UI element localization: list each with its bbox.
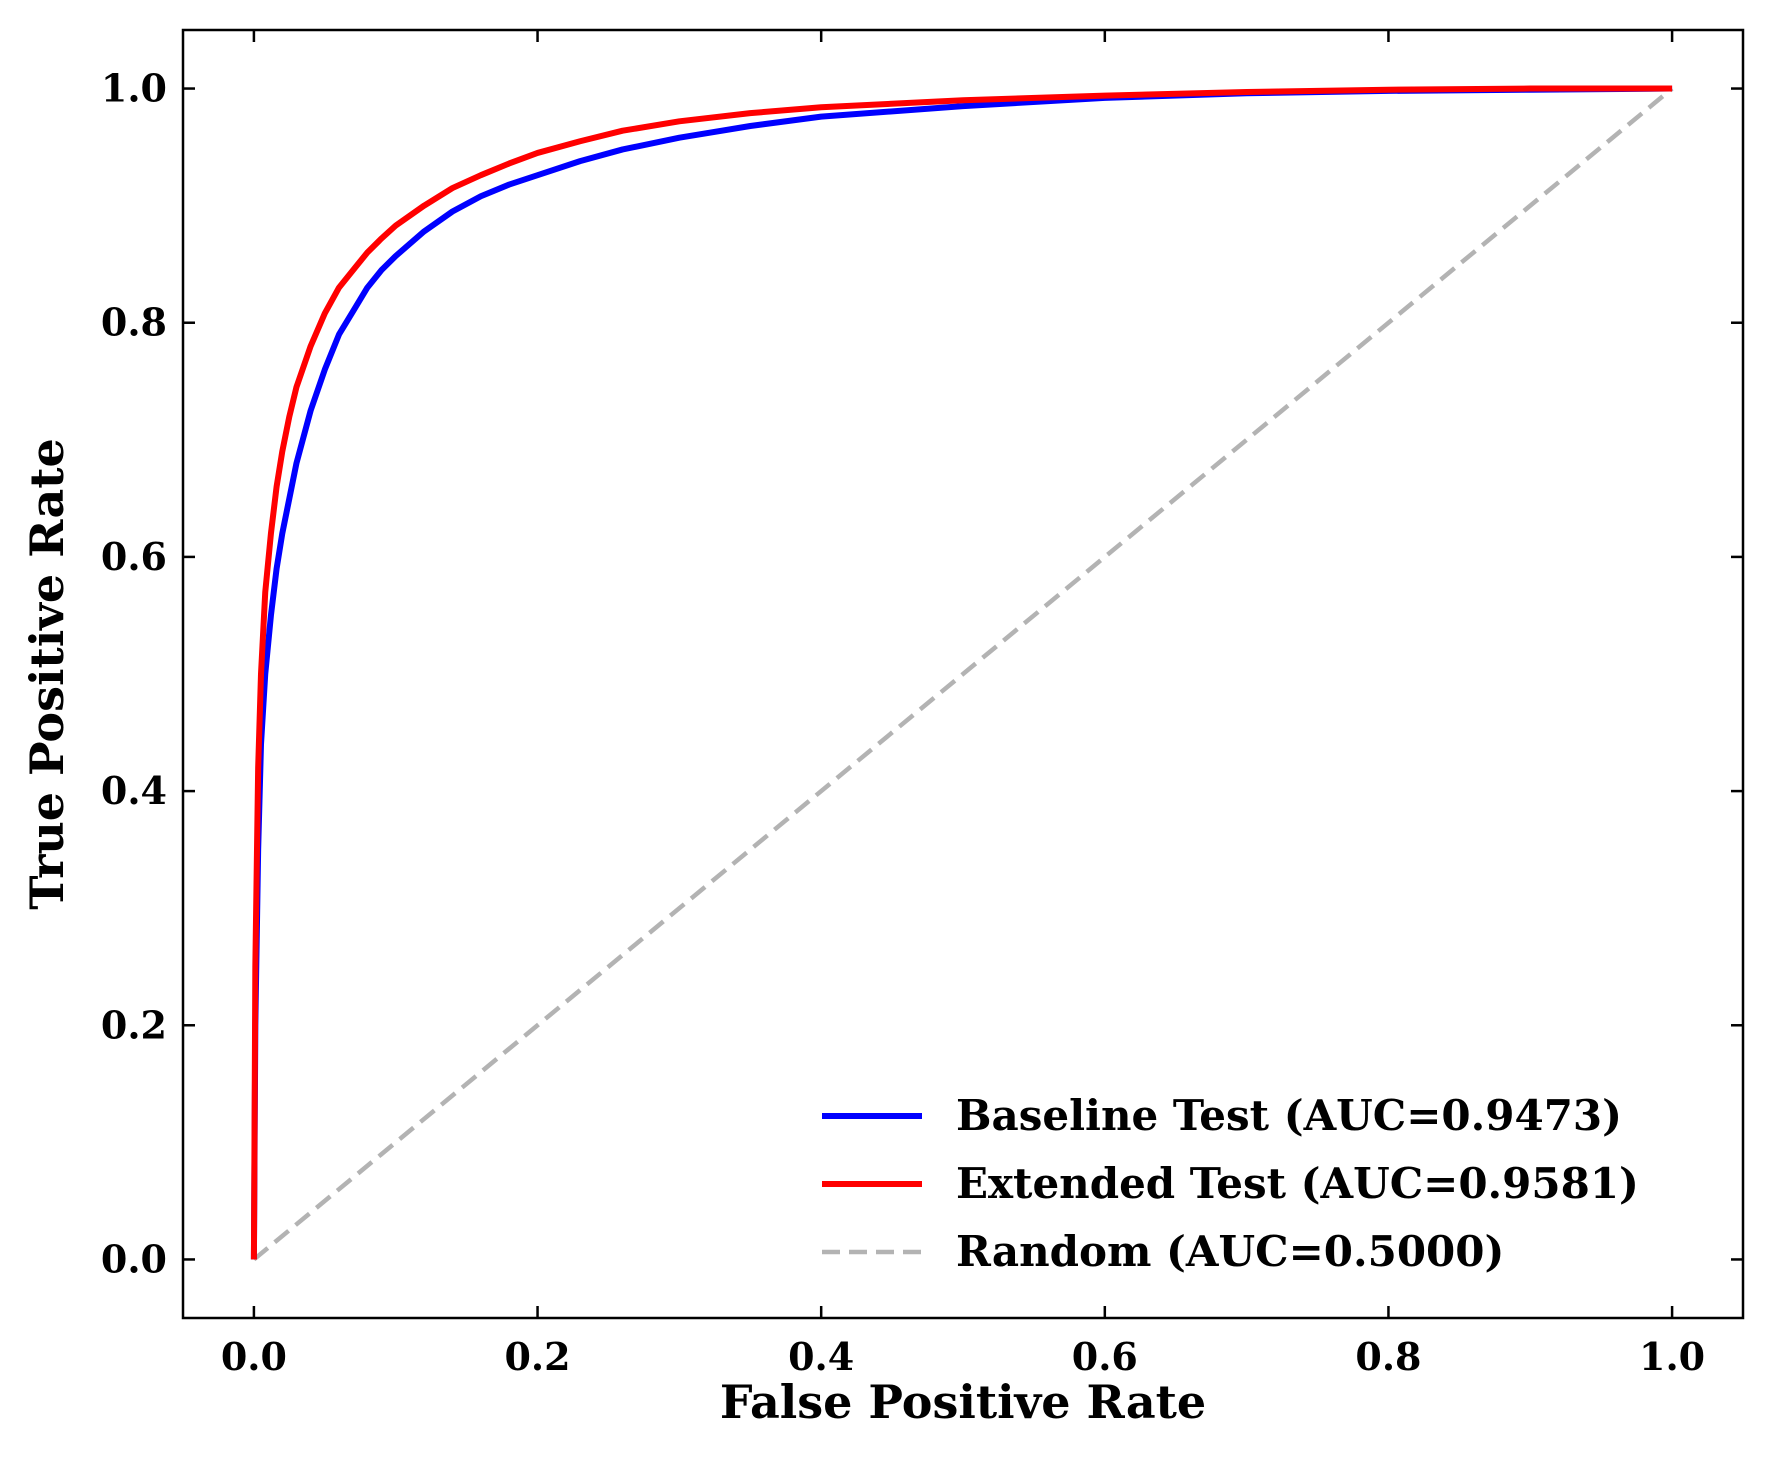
legend-label-2: Random (AUC=0.5000) — [956, 1227, 1504, 1276]
x-tick-label: 0.0 — [221, 1334, 287, 1379]
legend: Baseline Test (AUC=0.9473) Extended Test … — [822, 1091, 1639, 1276]
y-tick-label: 0.2 — [101, 1002, 167, 1047]
y-tick-label: 0.0 — [101, 1236, 167, 1281]
series-layer — [250, 85, 1674, 1262]
plot-frame — [181, 28, 1745, 1320]
legend-label-1: Extended Test (AUC=0.9581) — [956, 1159, 1639, 1208]
y-tick-label: 0.6 — [101, 534, 167, 579]
y-tick-label: 0.8 — [101, 300, 167, 345]
series-line-2 — [252, 86, 1674, 1262]
x-tick-label: 0.4 — [788, 1334, 854, 1379]
x-axis-label: False Positive Rate — [720, 1375, 1206, 1429]
y-tick-label: 0.4 — [101, 768, 167, 813]
x-tick-label: 1.0 — [1639, 1334, 1705, 1379]
x-tick-label: 0.8 — [1355, 1334, 1421, 1379]
series-line-0 — [250, 85, 1673, 1260]
legend-label-0: Baseline Test (AUC=0.9473) — [956, 1091, 1622, 1140]
y-axis-label: True Positive Rate — [20, 438, 74, 910]
x-tick-label: 0.6 — [1072, 1334, 1138, 1379]
x-tick-label: 0.2 — [504, 1334, 570, 1379]
y-tick-label: 1.0 — [101, 66, 167, 111]
ticks-layer: 0.0 0.2 0.4 0.6 0.8 1.0 0.0 0.2 0.4 0.6 0.8 1.0 — [101, 30, 1743, 1379]
series-line-1 — [250, 85, 1673, 1260]
